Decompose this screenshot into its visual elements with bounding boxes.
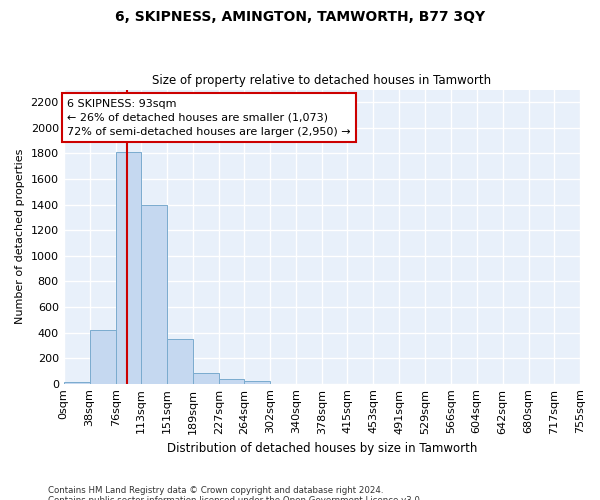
Bar [64,382,89,384]
Bar [167,339,193,384]
X-axis label: Distribution of detached houses by size in Tamworth: Distribution of detached houses by size … [167,442,477,455]
Bar [141,204,167,384]
Text: Contains HM Land Registry data © Crown copyright and database right 2024.: Contains HM Land Registry data © Crown c… [48,486,383,495]
Text: 6 SKIPNESS: 93sqm
← 26% of detached houses are smaller (1,073)
72% of semi-detac: 6 SKIPNESS: 93sqm ← 26% of detached hous… [67,98,351,136]
Text: Contains public sector information licensed under the Open Government Licence v3: Contains public sector information licen… [48,496,422,500]
Bar [219,379,244,384]
Title: Size of property relative to detached houses in Tamworth: Size of property relative to detached ho… [152,74,491,87]
Bar [193,374,219,384]
Text: 6, SKIPNESS, AMINGTON, TAMWORTH, B77 3QY: 6, SKIPNESS, AMINGTON, TAMWORTH, B77 3QY [115,10,485,24]
Bar [116,152,141,384]
Bar [244,381,270,384]
Y-axis label: Number of detached properties: Number of detached properties [15,149,25,324]
Bar [89,330,116,384]
